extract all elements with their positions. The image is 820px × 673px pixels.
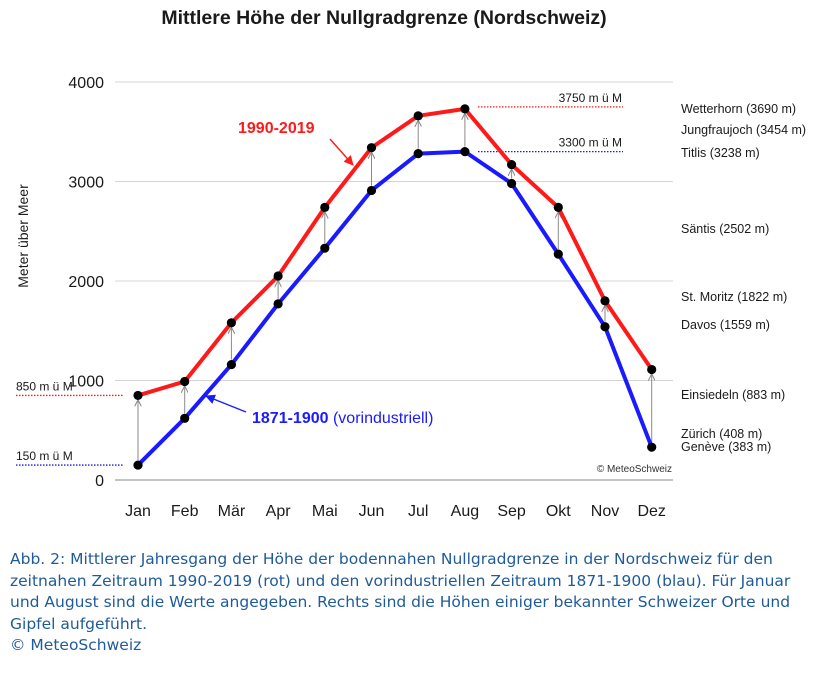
chart-title: Mittlere Höhe der Nullgradgrenze (Nordsc… [161,7,606,29]
y-axis-label: Meter über Meer [15,184,31,288]
data-point-s1-12 [647,364,657,375]
figure-caption: Abb. 2: Mittlerer Jahresgang der Höhe de… [10,549,810,657]
place-label-5: St. Moritz (1822 m) [681,290,787,304]
data-point-s1-4 [273,271,283,281]
y-axis: 0 1000 2000 3000 4000 [68,75,104,490]
data-point-s1-9 [507,159,517,170]
data-point-s1-3 [226,318,236,328]
caption-copyright: © MeteoSchweiz [10,636,142,654]
legend-label-1990-2019: 1990-2019 [238,120,315,137]
gridlines [115,81,673,381]
data-point-s2-8 [460,147,470,157]
y-tick-label-4000: 4000 [68,75,104,92]
x-tick-label-10: Okt [546,503,571,520]
place-label-4: Säntis (2502 m) [681,222,769,236]
data-point-s1-8 [460,104,470,114]
reference-label-3: 850 m ü M [16,379,73,393]
legend-pointer-1990-2019 [329,138,354,166]
data-points [133,104,657,470]
data-point-s1-6 [366,143,377,153]
data-point-s2-5 [320,243,330,253]
reference-lines: 3750 m ü M 3300 m ü M 850 m ü M 150 m ü M [16,91,623,466]
legend-1990-2019: 1990-2019 [238,120,354,166]
x-tick-label-11: Nov [591,503,619,520]
legend-pointer-1871-1900 [205,394,247,413]
chart: Mittlere Höhe der Nullgradgrenze (Nordsc… [15,7,806,520]
data-point-s2-10 [553,249,563,259]
series-line-2 [136,149,654,468]
data-point-s2-6 [366,185,377,196]
x-tick-label-1: Jan [125,503,151,520]
data-point-s1-11 [600,296,610,306]
legend-label-1871-1900: 1871-1900 (vorindustriell) [252,410,433,427]
data-point-s2-3 [226,359,236,370]
legend-1871-1900: 1871-1900 (vorindustriell) [205,394,433,427]
data-point-s1-5 [320,202,330,212]
x-tick-label-8: Aug [451,503,479,520]
data-point-s2-12 [647,442,657,452]
y-tick-label-3000: 3000 [68,175,104,192]
data-point-s2-2 [180,413,190,423]
place-label-7: Einsiedeln (883 m) [681,388,785,402]
x-tick-label-6: Jun [359,503,385,520]
place-label-6: Davos (1559 m) [681,318,770,332]
legend-label-1871-1900-sub: (vorindustriell) [333,410,433,427]
place-label-9: Genève (383 m) [681,440,771,454]
y-tick-label-0: 0 [95,473,104,490]
x-tick-label-4: Apr [266,503,292,520]
x-tick-label-3: Mär [218,503,246,520]
reference-label-4: 150 m ü M [16,449,73,463]
caption-text: Abb. 2: Mittlerer Jahresgang der Höhe de… [10,550,791,633]
data-point-s2-1 [133,460,143,470]
x-tick-label-9: Sep [497,503,526,520]
x-tick-label-5: Mai [312,503,338,520]
series-line-1 [136,106,654,398]
x-axis: Jan Feb Mär Apr Mai Jun Jul Aug Sep Okt Nov Dez [125,503,666,520]
data-point-s2-4 [273,299,283,309]
data-point-s1-10 [553,202,563,212]
data-point-s1-7 [413,111,423,121]
y-tick-label-2000: 2000 [68,274,104,291]
data-point-s2-7 [413,149,423,159]
reference-label-1: 3750 m ü M [559,91,622,105]
change-arrows [138,114,652,461]
data-point-s1-1 [133,390,143,401]
place-label-3: Titlis (3238 m) [681,146,760,160]
reference-label-2: 3300 m ü M [559,136,622,150]
x-tick-label-12: Dez [637,503,665,520]
chart-copyright: © MeteoSchweiz [597,464,672,475]
data-point-s2-9 [507,178,517,189]
series-lines [136,106,654,468]
y-tick-label-1000: 1000 [68,374,104,391]
place-label-2: Jungfraujoch (3454 m) [681,123,806,137]
place-label-1: Wetterhorn (3690 m) [681,102,796,116]
x-tick-label-2: Feb [171,503,199,520]
place-label-8: Zürich (408 m) [681,427,762,441]
data-point-s2-11 [600,322,610,332]
data-point-s1-2 [180,376,190,387]
x-tick-label-7: Jul [408,503,428,520]
place-labels: Wetterhorn (3690 m) Jungfraujoch (3454 m)… [681,102,806,454]
legend-label-1871-1900-main: 1871-1900 [252,410,329,427]
